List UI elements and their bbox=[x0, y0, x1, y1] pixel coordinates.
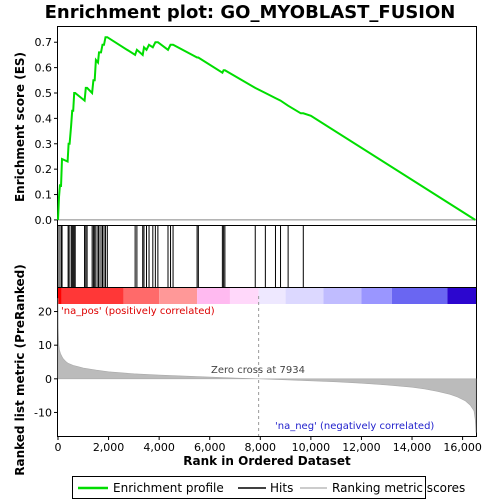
es-ytick-label: 0.3 bbox=[35, 138, 53, 151]
metric-panel-frame bbox=[57, 287, 477, 437]
x-tick-label: 6,000 bbox=[194, 441, 226, 454]
metric-ylabel: Ranked list metric (PreRanked) bbox=[13, 264, 27, 476]
x-tick-label: 14,000 bbox=[393, 441, 432, 454]
metric-ytick-label: -10 bbox=[34, 406, 52, 419]
es-ylabel: Enrichment score (ES) bbox=[13, 52, 27, 202]
negative-correlation-label: 'na_neg' (negatively correlated) bbox=[275, 421, 434, 432]
color-bar-segment bbox=[447, 288, 476, 304]
es-ytick-label: 0.4 bbox=[35, 112, 53, 125]
zero-cross-label: Zero cross at 7934 bbox=[211, 365, 305, 376]
es-ytick-label: 0.2 bbox=[35, 163, 53, 176]
x-tick-label: 8,000 bbox=[245, 441, 277, 454]
color-bar-segment bbox=[285, 288, 324, 304]
color-bar-segment bbox=[159, 288, 198, 304]
metric-ytick-label: 20 bbox=[38, 306, 52, 319]
x-tick-label: 12,000 bbox=[342, 441, 381, 454]
x-tick-label: 10,000 bbox=[292, 441, 331, 454]
color-bar-segment bbox=[123, 288, 160, 304]
color-bar-segment bbox=[61, 288, 124, 304]
x-tick-label: 4,000 bbox=[143, 441, 175, 454]
hits-panel-frame bbox=[57, 225, 477, 288]
x-tick-label: 16,000 bbox=[443, 441, 482, 454]
x-axis-label: Rank in Ordered Dataset bbox=[183, 454, 351, 468]
legend-hits-label: Hits bbox=[270, 481, 293, 495]
positive-correlation-label: 'na_pos' (positively correlated) bbox=[61, 306, 215, 317]
color-bar-segment bbox=[229, 288, 259, 304]
es-panel-frame bbox=[57, 26, 477, 226]
x-tick-label: 0 bbox=[55, 441, 62, 454]
color-bar-segment bbox=[361, 288, 392, 304]
ranking-metric-area bbox=[57, 298, 477, 433]
metric-ytick-label: 0 bbox=[45, 373, 52, 386]
chart-title: Enrichment plot: GO_MYOBLAST_FUSION bbox=[45, 2, 456, 23]
es-ytick-label: 0.7 bbox=[35, 36, 53, 49]
metric-ytick-label: 10 bbox=[38, 339, 52, 352]
enrichment-profile-line bbox=[57, 36, 476, 221]
es-ytick-label: 0.5 bbox=[35, 87, 53, 100]
ranking-color-bar bbox=[58, 288, 476, 304]
color-bar-segment bbox=[58, 288, 62, 304]
es-ytick-label: 0.1 bbox=[35, 189, 53, 202]
x-tick-label: 2,000 bbox=[93, 441, 125, 454]
color-bar-segment bbox=[391, 288, 448, 304]
es-ytick-label: 0.0 bbox=[35, 214, 53, 227]
color-bar-segment bbox=[323, 288, 362, 304]
color-bar-segment bbox=[258, 288, 286, 304]
es-ytick-label: 0.6 bbox=[35, 62, 53, 75]
color-bar-segment bbox=[197, 288, 230, 304]
legend-enrichment-label: Enrichment profile bbox=[113, 481, 224, 495]
legend-metric-label: Ranking metric scores bbox=[332, 481, 465, 495]
